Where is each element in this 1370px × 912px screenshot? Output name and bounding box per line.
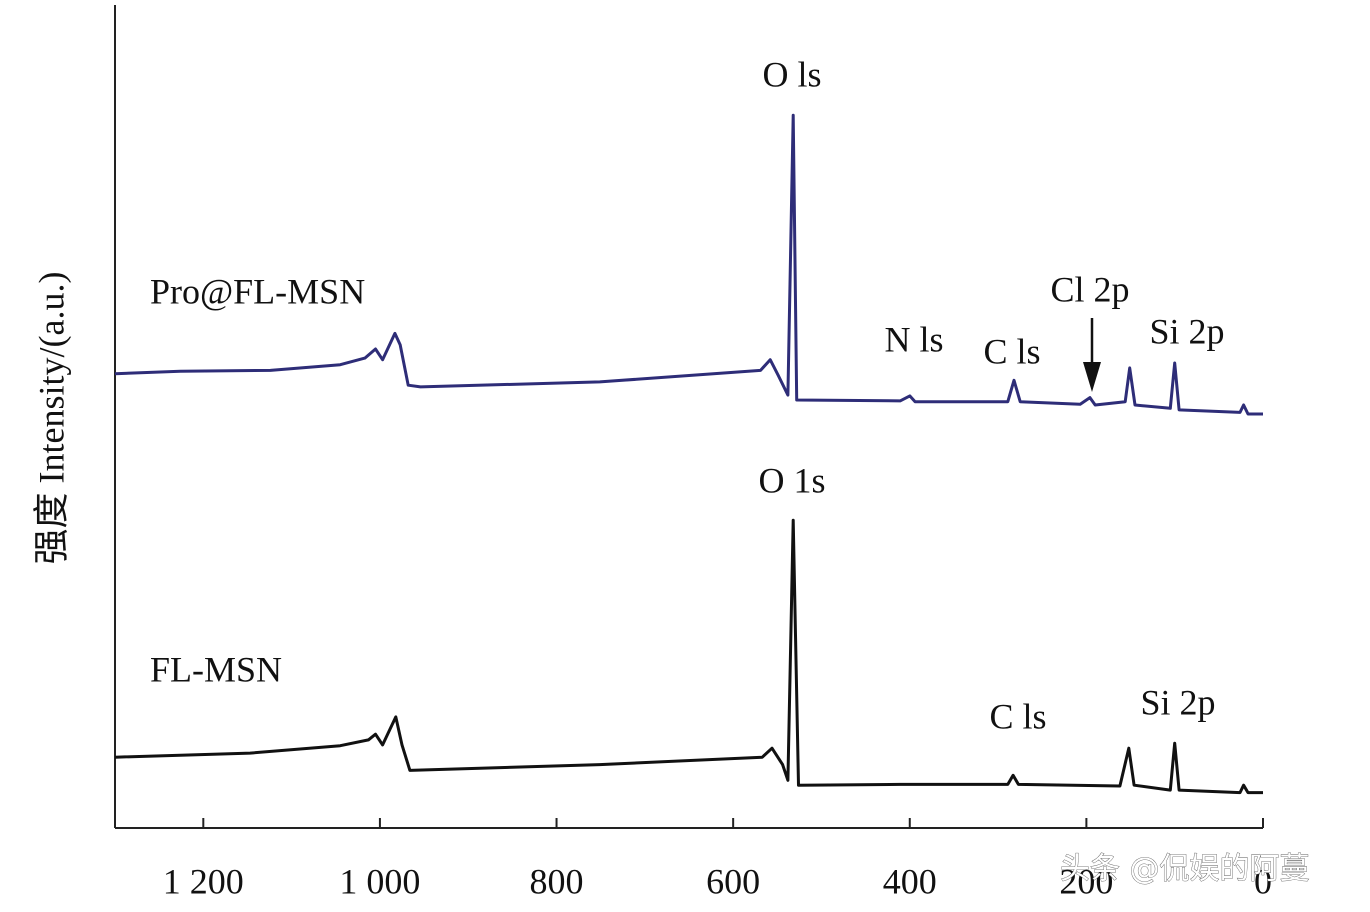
arrow xyxy=(1083,318,1101,392)
spectrum-line xyxy=(114,518,1263,795)
peak-label: C ls xyxy=(983,331,1040,371)
peak-label: Si 2p xyxy=(1140,682,1215,722)
x-tick-label: 0 xyxy=(1254,861,1272,901)
peak-label: C ls xyxy=(989,696,1046,736)
peak-label: N ls xyxy=(884,319,943,359)
y-axis-label: 强度 Intensity/(a.u.) xyxy=(31,272,71,565)
peak-label: Cl 2p xyxy=(1050,269,1129,309)
peak-label: O 1s xyxy=(758,460,825,500)
spectrum-line xyxy=(114,113,1263,416)
x-tick-label: 400 xyxy=(883,861,937,901)
x-tick-label: 800 xyxy=(530,861,584,901)
x-tick-label: 1 200 xyxy=(163,861,244,901)
peak-label: Si 2p xyxy=(1149,311,1224,351)
peak-label: O ls xyxy=(762,54,821,94)
watermark: 头条 @侃娱的阿蔓 xyxy=(1060,852,1310,887)
x-tick-label: 200 xyxy=(1059,861,1113,901)
x-tick-label: 1 000 xyxy=(339,861,420,901)
series-label: FL-MSN xyxy=(150,649,282,689)
x-tick-label: 600 xyxy=(706,861,760,901)
series-label: Pro@FL-MSN xyxy=(150,271,365,311)
